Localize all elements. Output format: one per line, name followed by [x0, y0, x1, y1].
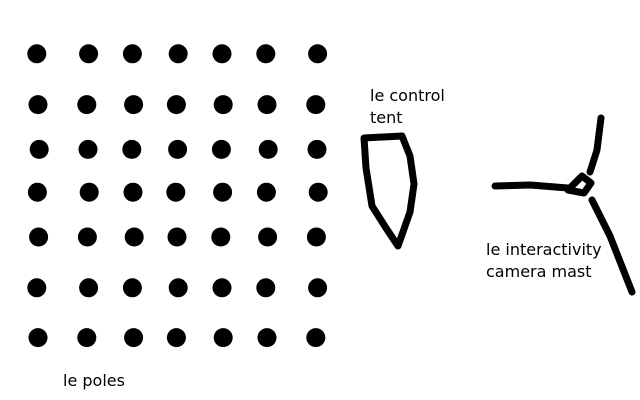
pole-dot — [306, 227, 326, 247]
pole-dot — [211, 139, 231, 159]
pole-dot — [166, 182, 186, 202]
poles-label: le poles — [63, 371, 125, 390]
control-tent-label-line-2: tent — [370, 108, 403, 127]
pole-dot — [212, 44, 232, 64]
pole-dot — [256, 278, 276, 298]
pole-dot — [79, 182, 99, 202]
pole-dot — [166, 328, 186, 348]
pole-dot — [213, 328, 233, 348]
pole-dot — [257, 328, 277, 348]
pole-dot — [306, 328, 326, 348]
pole-dot — [212, 278, 232, 298]
camera-mast-top-arm — [586, 114, 605, 176]
pole-dot — [29, 139, 49, 159]
pole-dot — [122, 278, 142, 298]
pole-dot — [167, 227, 187, 247]
camera-mast-label-line-1: le interactivity — [486, 240, 602, 259]
pole-dot — [122, 139, 142, 159]
camera-mast-left-arm — [491, 181, 572, 192]
pole-dot — [124, 95, 144, 115]
pole-dot — [28, 328, 48, 348]
pole-dot — [27, 44, 47, 64]
pole-dot — [213, 182, 233, 202]
pole-dot — [79, 278, 99, 298]
camera-mast-label-line-2: camera mast — [486, 262, 592, 281]
pole-dot — [308, 44, 328, 64]
pole-dot — [168, 44, 188, 64]
pole-dot — [256, 182, 276, 202]
pole-dot — [28, 95, 48, 115]
pole-grid — [27, 44, 328, 348]
control-tent-label: le control tent — [370, 85, 445, 129]
pole-dot — [258, 139, 278, 159]
pole-dot — [213, 95, 233, 115]
pole-dot — [77, 95, 97, 115]
pole-dot — [307, 139, 327, 159]
pole-dot — [211, 227, 231, 247]
control-tent-label-line-1: le control — [370, 86, 445, 105]
pole-dot — [27, 182, 47, 202]
camera-mast-hub — [564, 172, 595, 197]
pole-dot — [308, 182, 328, 202]
camera-mast-lower-arm — [588, 196, 636, 296]
pole-dot — [256, 44, 276, 64]
camera-mast — [491, 114, 636, 296]
pole-dot — [168, 139, 188, 159]
camera-mast-label: le interactivity camera mast — [486, 239, 602, 283]
control-tent-outline — [360, 132, 418, 250]
pole-dot — [79, 44, 99, 64]
pole-dot — [27, 278, 47, 298]
pole-dot — [308, 278, 328, 298]
pole-dot — [77, 227, 97, 247]
pole-dot — [77, 328, 97, 348]
pole-dot — [258, 227, 278, 247]
pole-dot — [124, 227, 144, 247]
pole-dot — [124, 328, 144, 348]
pole-dot — [166, 95, 186, 115]
pole-dot — [306, 95, 326, 115]
pole-dot — [29, 227, 49, 247]
pole-dot — [78, 139, 98, 159]
pole-dot — [123, 182, 143, 202]
pole-dot — [168, 278, 188, 298]
pole-dot — [257, 95, 277, 115]
pole-dot — [122, 44, 142, 64]
